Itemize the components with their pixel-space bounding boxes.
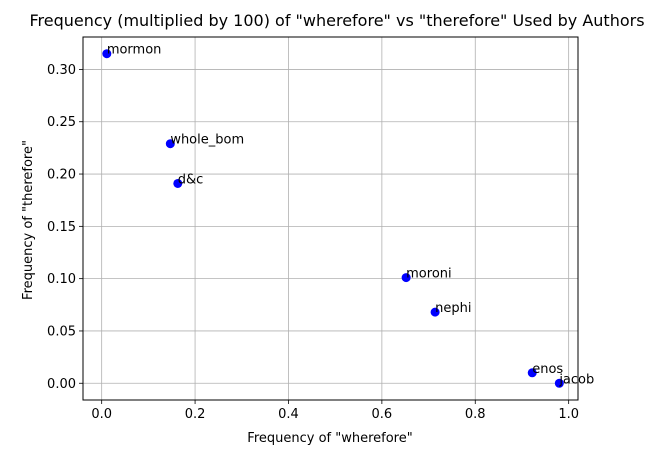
point-label: mormon [107,43,162,58]
point-label: enos [532,362,563,377]
y-tick-label: 0.00 [47,377,76,392]
y-tick-label: 0.25 [47,115,76,130]
data-point [165,139,175,149]
grid [83,37,578,400]
data-point [430,307,440,317]
y-tick-label: 0.05 [47,324,76,339]
y-tick-label: 0.30 [47,63,76,78]
y-tick-label: 0.10 [47,272,76,287]
x-tick-label: 1.0 [558,407,579,422]
data-point [527,368,537,378]
point-label: nephi [435,301,471,316]
x-tick-label: 0.6 [372,407,393,422]
y-tick-label: 0.20 [47,168,76,183]
x-tick-label: 0.0 [91,407,112,422]
data-point [401,273,411,283]
x-tick-label: 0.4 [278,407,299,422]
x-axis-label: Frequency of "wherefore" [247,431,412,446]
chart-title: Frequency (multiplied by 100) of "wheref… [29,11,644,30]
plot-frame [82,36,579,401]
point-label: jacob [558,372,594,387]
x-tick-label: 0.8 [465,407,486,422]
axis-ticks: 0.0 0.2 0.4 0.6 0.8 1.0 0.00 0.05 0.10 0.15 0.20 0.… [47,63,579,422]
point-label: whole_bom [170,133,244,148]
data-points [102,49,564,388]
x-tick-label: 0.2 [185,407,206,422]
y-axis-label: Frequency of "therefore" [21,140,36,300]
y-tick-label: 0.15 [47,220,76,235]
point-label: d&c [178,172,204,187]
point-label: moroni [406,267,451,282]
data-point [554,378,564,388]
data-point [102,49,112,59]
data-point [173,178,183,188]
